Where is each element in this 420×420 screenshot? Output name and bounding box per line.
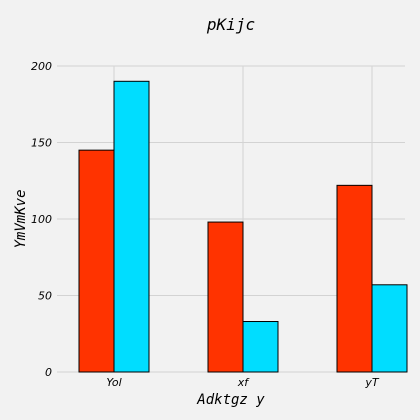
bar-yT-series-2 [371, 284, 408, 373]
bar-yT-series-1 [336, 184, 373, 373]
y-tick-label: 50 [38, 290, 52, 303]
bar-xf-series-2 [242, 321, 279, 373]
x-ticks: Yol xf yT [106, 376, 380, 389]
y-tick-label: 200 [31, 60, 52, 73]
bar-Yol-series-2 [113, 80, 150, 373]
x-tick-label: xf [237, 376, 251, 389]
chart-title: pKijc [206, 15, 255, 34]
bars [78, 80, 408, 373]
x-tick-label: Yol [106, 376, 121, 389]
y-tick-label: 100 [31, 213, 52, 226]
y-tick-label: 0 [45, 366, 52, 379]
y-ticks: 0 50 100 150 200 [31, 60, 52, 379]
y-axis-label: YmVmKve [13, 189, 29, 248]
x-tick-label: yT [364, 376, 380, 389]
x-axis-label: Adktgz y [196, 392, 265, 408]
bar-xf-series-1 [207, 221, 244, 373]
bar-Yol-series-1 [78, 149, 115, 373]
y-tick-label: 150 [31, 137, 52, 150]
